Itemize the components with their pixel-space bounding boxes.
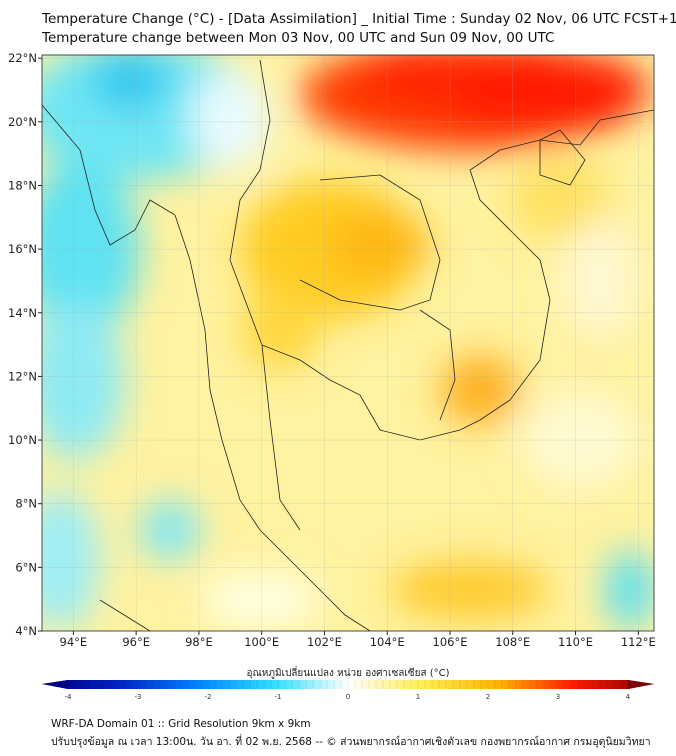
heatmap-field <box>42 55 654 631</box>
footer-model-info: WRF-DA Domain 01 :: Grid Resolution 9km … <box>51 718 311 730</box>
colorbar-tick-label: -2 <box>205 693 212 701</box>
colorbar-tick-label: 3 <box>556 693 560 701</box>
x-tick-label: 112°E <box>621 635 656 649</box>
y-tick-label: 10°N <box>8 433 37 447</box>
y-tick-label: 22°N <box>8 51 37 65</box>
colorbar-min-extend <box>42 680 68 689</box>
y-tick-label: 18°N <box>8 178 37 192</box>
colorbar-tick-label: -4 <box>65 693 73 701</box>
y-tick-label: 8°N <box>15 497 37 511</box>
chart-title: Temperature Change (°C) - [Data Assimila… <box>42 11 676 27</box>
y-tick-label: 12°N <box>8 369 37 383</box>
coastlines <box>42 59 654 631</box>
footer-credit: ปรับปรุงข้อมูล ณ เวลา 13:00น. วัน อา. ที… <box>51 736 651 748</box>
colorbar-title: อุณหภูมิเปลี่ยนแปลง หน่วย องศาเซลเซียส (… <box>246 668 450 679</box>
x-tick-label: 94°E <box>60 635 88 649</box>
map-frame <box>41 54 655 632</box>
x-tick-label: 98°E <box>185 635 213 649</box>
y-tick-label: 14°N <box>8 306 37 320</box>
y-tick-label: 6°N <box>15 560 37 574</box>
x-tick-label: 104°E <box>370 635 405 649</box>
x-tick-label: 100°E <box>244 635 279 649</box>
x-tick-label: 96°E <box>122 635 150 649</box>
chart-subtitle: Temperature change between Mon 03 Nov, 0… <box>42 30 555 46</box>
x-tick-label: 106°E <box>433 635 468 649</box>
y-tick-label: 16°N <box>8 242 37 256</box>
colorbar-tick-label: 0 <box>346 693 350 701</box>
colorbar-max-extend <box>628 680 654 689</box>
x-tick-label: 110°E <box>558 635 593 649</box>
y-tick-label: 20°N <box>8 115 37 129</box>
colorbar-tick-label: -3 <box>135 693 142 701</box>
colorbar-tick-label: 4 <box>626 693 631 701</box>
colorbar-tick-label: 2 <box>486 693 490 701</box>
colorbar-tick-label: 1 <box>416 693 420 701</box>
x-tick-label: 108°E <box>495 635 530 649</box>
y-tick-label: 4°N <box>15 624 37 638</box>
colorbar: -4 -3 -2 -1 0 1 2 3 4 <box>42 680 654 701</box>
x-tick-label: 102°E <box>307 635 342 649</box>
colorbar-tick-label: -1 <box>275 693 282 701</box>
